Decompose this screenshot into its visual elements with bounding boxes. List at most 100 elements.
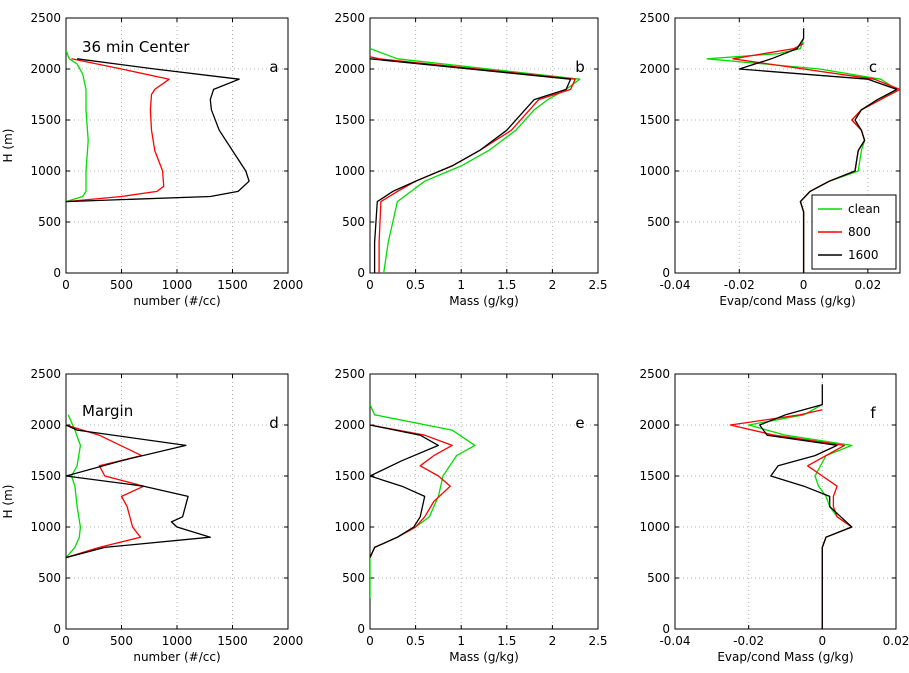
series-line-800	[66, 424, 145, 559]
y-axis-label: H (m)	[1, 485, 15, 519]
y-tick-label: 2500	[334, 11, 365, 25]
axes-frame	[369, 373, 599, 630]
legend-label: 1600	[848, 248, 879, 262]
y-tick-label: 500	[38, 571, 61, 585]
series-line-800	[66, 58, 170, 203]
x-tick-label: 2	[549, 278, 557, 292]
y-tick-label: 500	[647, 571, 670, 585]
y-tick-label: 2500	[639, 11, 670, 25]
x-tick-label: 1	[457, 278, 465, 292]
series-line-1600	[759, 384, 853, 629]
panel-letter: d	[269, 414, 279, 432]
y-tick-label: 1500	[334, 113, 365, 127]
series-line-clean	[66, 414, 82, 559]
series-group	[370, 404, 476, 599]
y-tick-label: 500	[342, 215, 365, 229]
series-group	[66, 50, 250, 203]
panel-letter: f	[870, 404, 876, 422]
x-axis-label: Evap/cond Mass (g/kg)	[719, 294, 855, 308]
axes-frame	[674, 373, 897, 630]
y-tick-label: 2500	[30, 11, 61, 25]
series-line-1600	[370, 58, 572, 273]
y-axis-label: H (m)	[1, 129, 15, 163]
y-tick-label: 1000	[334, 164, 365, 178]
x-tick-label: -0.04	[659, 278, 690, 292]
x-tick-label: 0	[62, 278, 70, 292]
y-tick-label: 1000	[639, 520, 670, 534]
x-tick-label: 2000	[273, 634, 304, 648]
x-tick-label: -0.04	[659, 634, 690, 648]
x-tick-label: 2	[549, 634, 557, 648]
y-tick-label: 1000	[639, 164, 670, 178]
panel-letter: a	[269, 58, 278, 76]
legend-label: 800	[848, 225, 871, 239]
y-tick-label: 1500	[30, 113, 61, 127]
x-tick-label: 500	[110, 634, 133, 648]
series-line-clean	[370, 404, 476, 599]
y-tick-label: 500	[38, 215, 61, 229]
series-line-800	[370, 56, 576, 273]
x-axis-label: Evap/cond Mass (g/kg)	[717, 650, 853, 664]
legend-label: clean	[848, 202, 880, 216]
y-tick-label: 1500	[30, 469, 61, 483]
y-tick-label: 1000	[334, 520, 365, 534]
x-tick-label: 500	[110, 278, 133, 292]
panel-b: 0 0.5 1 1.5 2 2.5 0 500 1000 1500 2000 2500 Mass (g/…	[334, 11, 607, 308]
y-tick-label: 2500	[639, 367, 670, 381]
y-tick-label: 2500	[30, 367, 61, 381]
x-tick-label: 0.02	[883, 634, 909, 648]
x-tick-label: 1.5	[497, 278, 516, 292]
x-tick-label: 2000	[273, 278, 304, 292]
y-tick-label: 1000	[30, 164, 61, 178]
series-line-clean	[370, 47, 581, 273]
x-tick-label: 1500	[217, 278, 248, 292]
series-group	[706, 28, 900, 273]
x-tick-label: 1.5	[497, 634, 516, 648]
x-tick-label: 0	[366, 278, 374, 292]
x-tick-label: -0.02	[724, 278, 755, 292]
series-line-clean	[66, 50, 89, 203]
y-tick-label: 2000	[639, 62, 670, 76]
x-tick-label: 0.02	[854, 278, 881, 292]
axes-frame	[369, 17, 599, 274]
panel-e: 0 0.5 1 1.5 2 2.5 0 500 1000 1500 2000 2500 Mass (g/…	[334, 367, 607, 664]
x-tick-label: 0.5	[406, 634, 425, 648]
y-tick-label: 1500	[334, 469, 365, 483]
x-axis-label: number (#/cc)	[133, 294, 220, 308]
y-tick-label: 0	[357, 266, 365, 280]
panel-letter: b	[575, 58, 585, 76]
y-tick-label: 1000	[30, 520, 61, 534]
panel-title: 36 min Center	[82, 38, 190, 56]
y-tick-label: 2500	[334, 367, 365, 381]
y-tick-label: 500	[342, 571, 365, 585]
series-group	[370, 47, 581, 273]
axes-frame	[674, 17, 901, 274]
series-group	[66, 414, 211, 559]
panel-f: -0.04 -0.02 0 0.02 0 500 1000 1500 2000 2500 Evap/…	[639, 367, 909, 664]
y-tick-label: 0	[357, 622, 365, 636]
y-tick-label: 0	[662, 266, 670, 280]
x-tick-label: 2.5	[588, 278, 607, 292]
x-axis-label: Mass (g/kg)	[449, 650, 519, 664]
y-tick-label: 2000	[334, 418, 365, 432]
x-tick-label: 1500	[217, 634, 248, 648]
legend: clean 800 1600	[811, 194, 897, 270]
series-group	[729, 384, 853, 629]
y-tick-label: 0	[53, 266, 61, 280]
x-tick-label: 1000	[162, 278, 193, 292]
y-tick-label: 2000	[30, 418, 61, 432]
x-tick-label: -0.02	[733, 634, 764, 648]
y-tick-label: 2000	[639, 418, 670, 432]
series-line-1600	[738, 28, 898, 273]
series-line-clean	[748, 404, 853, 629]
x-axis-label: number (#/cc)	[133, 650, 220, 664]
y-tick-label: 2000	[334, 62, 365, 76]
x-tick-label: 0	[819, 634, 827, 648]
x-tick-label: 0	[62, 634, 70, 648]
panel-letter: e	[575, 414, 584, 432]
y-tick-label: 2000	[30, 62, 61, 76]
x-tick-label: 0	[800, 278, 808, 292]
series-line-1600	[66, 424, 211, 559]
panel-c: -0.04 -0.02 0 0.02 0 500 1000 1500 2000 2500 Evap/…	[639, 11, 901, 308]
